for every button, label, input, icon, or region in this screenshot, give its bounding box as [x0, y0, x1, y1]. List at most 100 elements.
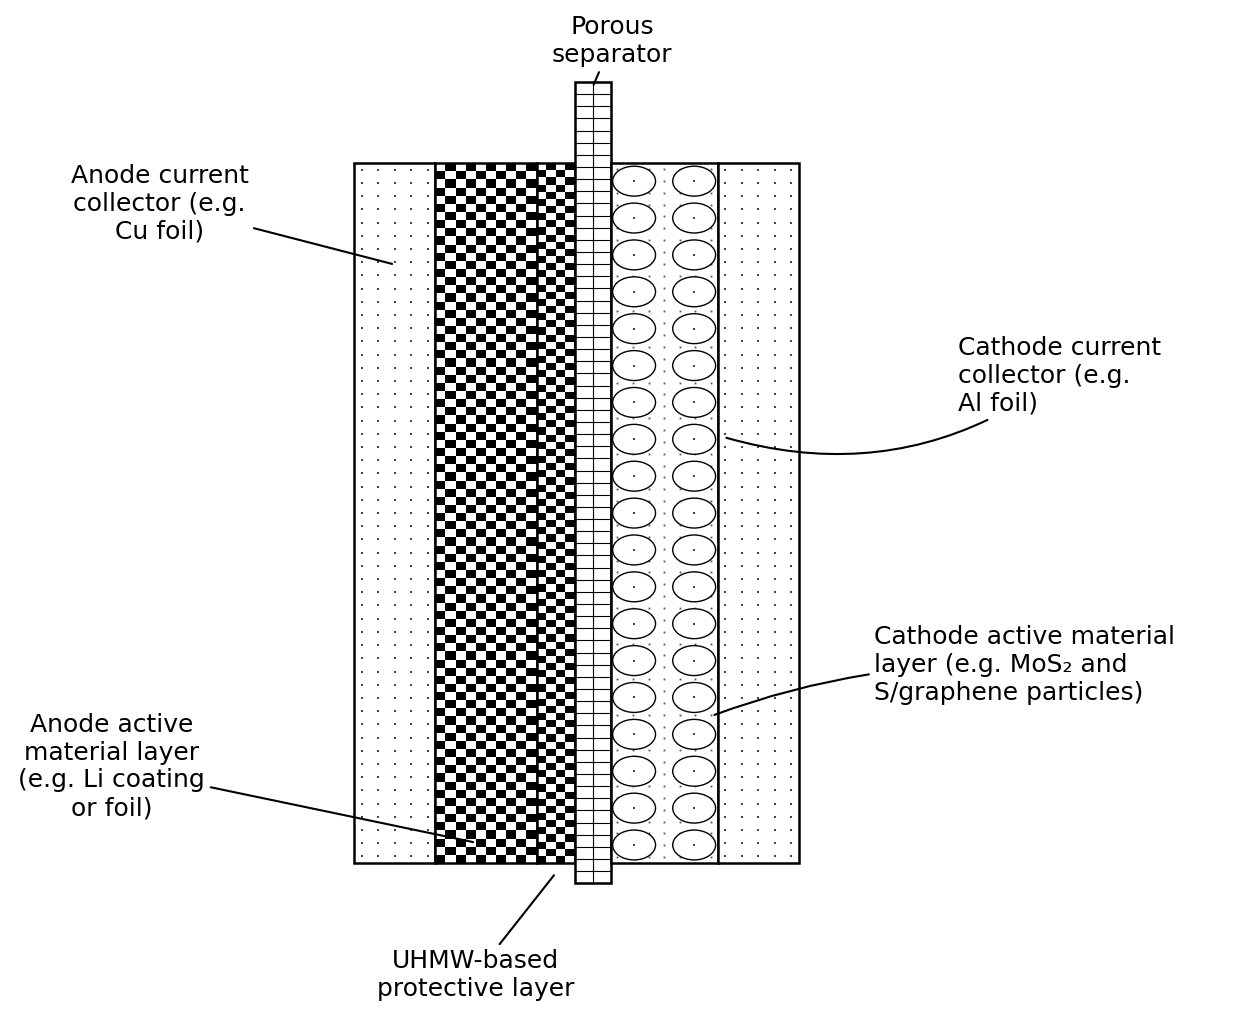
Ellipse shape	[673, 498, 715, 528]
Bar	[556, 456, 565, 463]
Bar	[486, 798, 496, 806]
Bar	[466, 537, 476, 546]
Bar	[516, 611, 527, 619]
Bar	[466, 212, 476, 220]
Bar	[516, 269, 527, 277]
Ellipse shape	[613, 572, 656, 601]
Bar	[435, 334, 445, 342]
Bar	[476, 838, 486, 846]
Ellipse shape	[613, 461, 656, 491]
Bar	[466, 846, 476, 854]
Bar	[565, 178, 575, 185]
Bar	[486, 342, 496, 351]
Bar	[476, 513, 486, 521]
Bar	[496, 529, 506, 537]
Bar	[455, 676, 466, 684]
Bar	[565, 235, 575, 242]
Bar	[486, 830, 496, 838]
Bar	[445, 489, 455, 497]
Bar	[537, 613, 546, 620]
Bar	[556, 841, 565, 848]
Bar	[466, 798, 476, 806]
Bar	[565, 692, 575, 699]
Bar	[476, 351, 486, 359]
Bar	[527, 781, 537, 789]
Ellipse shape	[673, 203, 715, 233]
Bar	[466, 781, 476, 789]
Bar	[556, 384, 565, 392]
Bar	[455, 594, 466, 602]
Bar	[565, 164, 575, 171]
Bar	[455, 497, 466, 505]
Bar	[445, 570, 455, 578]
Bar	[496, 416, 506, 424]
Bar	[565, 834, 575, 841]
Text: Cathode current
collector (e.g.
Al foil): Cathode current collector (e.g. Al foil)	[727, 336, 1161, 454]
Bar	[565, 820, 575, 827]
Bar	[556, 370, 565, 377]
Bar	[445, 375, 455, 383]
Ellipse shape	[613, 830, 656, 860]
Bar	[455, 789, 466, 798]
Bar	[527, 830, 537, 838]
Bar	[516, 513, 527, 521]
Bar	[506, 651, 516, 659]
Bar	[466, 814, 476, 822]
Bar	[506, 440, 516, 448]
Bar	[546, 591, 556, 598]
Bar	[537, 456, 546, 463]
Bar	[516, 659, 527, 668]
Bar	[445, 424, 455, 432]
Bar	[565, 791, 575, 799]
Ellipse shape	[613, 314, 656, 343]
Bar	[496, 269, 506, 277]
Bar	[556, 341, 565, 348]
Bar	[445, 277, 455, 285]
Bar	[496, 237, 506, 245]
Bar	[565, 249, 575, 256]
Ellipse shape	[613, 203, 656, 233]
Bar	[546, 549, 556, 556]
Bar	[527, 684, 537, 692]
Bar	[527, 570, 537, 578]
Text: Anode current
collector (e.g.
Cu foil): Anode current collector (e.g. Cu foil)	[71, 164, 392, 264]
Bar	[537, 499, 546, 506]
Bar	[455, 627, 466, 635]
Bar	[435, 562, 445, 570]
Bar	[556, 499, 565, 506]
Bar	[435, 172, 445, 180]
Bar	[496, 806, 506, 814]
Bar	[476, 676, 486, 684]
Bar	[546, 363, 556, 370]
Ellipse shape	[673, 314, 715, 343]
Ellipse shape	[673, 609, 715, 639]
Bar	[527, 310, 537, 318]
Bar	[435, 594, 445, 602]
Bar	[516, 676, 527, 684]
Bar	[565, 421, 575, 428]
Bar	[556, 727, 565, 735]
Bar	[455, 269, 466, 277]
Bar	[455, 757, 466, 765]
Bar	[565, 263, 575, 270]
Bar	[506, 521, 516, 529]
Bar	[516, 367, 527, 375]
Bar	[516, 854, 527, 863]
Bar	[516, 627, 527, 635]
Bar	[516, 432, 527, 440]
Bar	[546, 449, 556, 456]
Bar	[466, 391, 476, 399]
Bar	[556, 671, 565, 678]
Bar	[565, 563, 575, 570]
Ellipse shape	[673, 719, 715, 750]
Bar	[486, 359, 496, 367]
Bar	[506, 586, 516, 594]
Bar	[486, 164, 496, 172]
Bar	[496, 448, 506, 456]
Bar	[506, 700, 516, 708]
Bar	[537, 784, 546, 791]
Bar	[556, 299, 565, 306]
Bar	[496, 546, 506, 554]
Bar	[556, 756, 565, 763]
Bar	[506, 781, 516, 789]
